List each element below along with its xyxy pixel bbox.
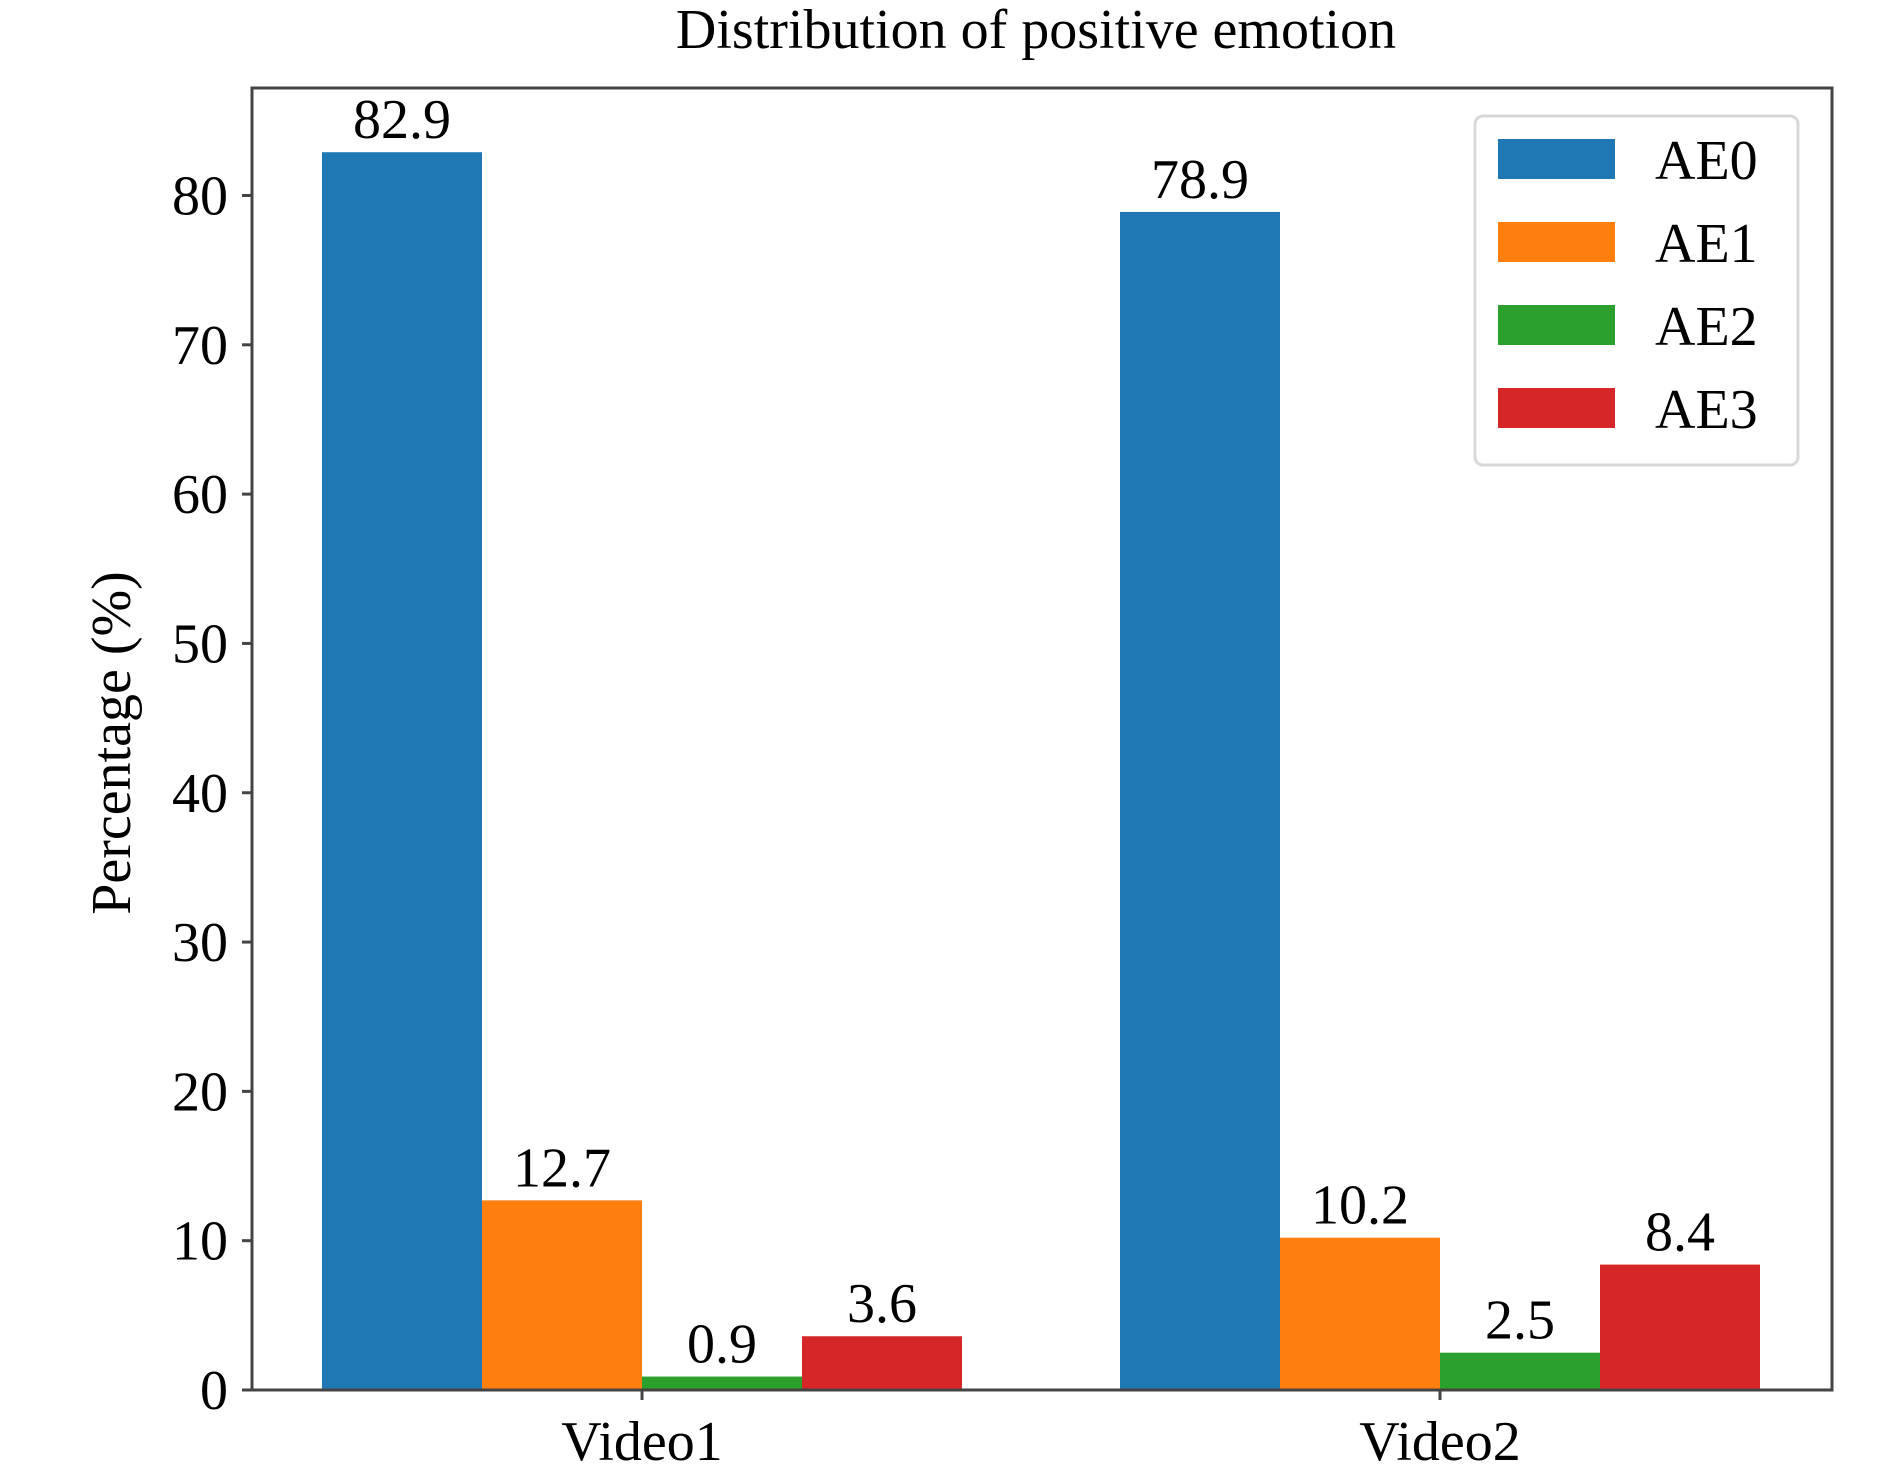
legend-entry-ae2: AE2: [1498, 296, 1758, 358]
data-label-ae0-video1: 82.9: [353, 89, 451, 151]
legend: AE0 AE1 AE2 AE3: [1473, 114, 1800, 467]
data-label-ae2-video2: 2.5: [1485, 1290, 1555, 1352]
y-tick-label: 70: [172, 315, 228, 377]
chart-title: Distribution of positive emotion: [676, 0, 1396, 61]
data-label-ae0-video2: 78.9: [1151, 149, 1249, 211]
bar-ae2-video2: [1440, 1352, 1600, 1390]
x-tick-label-video2: Video2: [1359, 1411, 1521, 1464]
y-axis: 0 10 20 30 40 50 60 70 80: [172, 166, 252, 1422]
legend-swatch: [1498, 305, 1615, 345]
bar-ae3-video1: [802, 1336, 962, 1390]
legend-label: AE1: [1655, 213, 1758, 275]
legend-entry-ae3: AE3: [1498, 379, 1758, 441]
legend-swatch: [1498, 388, 1615, 428]
bar-ae1-video1: [482, 1200, 642, 1390]
legend-entry-ae0: AE0: [1498, 130, 1758, 192]
data-label-ae1-video2: 10.2: [1311, 1175, 1409, 1237]
data-label-ae2-video1: 0.9: [687, 1314, 757, 1376]
legend-label: AE0: [1655, 130, 1758, 192]
y-tick-label: 40: [172, 763, 228, 825]
y-tick-label: 80: [172, 166, 228, 228]
y-tick-label: 10: [172, 1211, 228, 1273]
bar-ae0-video1: [322, 152, 482, 1391]
data-label-ae3-video2: 8.4: [1645, 1202, 1715, 1264]
legend-box: [1473, 114, 1800, 467]
data-label-ae3-video1: 3.6: [847, 1273, 917, 1335]
x-axis: Video1 Video2: [561, 1390, 1521, 1464]
legend-label: AE3: [1655, 379, 1758, 441]
plot-frame: [250, 86, 1834, 1392]
bar-ae2-video1: [642, 1376, 802, 1390]
y-tick-label: 50: [172, 613, 228, 675]
legend-label: AE2: [1655, 296, 1758, 358]
data-labels-group: 82.9 78.9 12.7 10.2 0.9 2.5 3.6 8.4: [353, 89, 1715, 1375]
bar-ae3-video2: [1600, 1264, 1760, 1390]
y-tick-label: 30: [172, 912, 228, 974]
bar-ae1-video2: [1280, 1237, 1440, 1390]
y-axis-label: Percentage (%): [81, 571, 143, 915]
bars-group: [322, 152, 1760, 1391]
y-tick-label: 0: [200, 1360, 228, 1422]
legend-swatch: [1498, 222, 1615, 262]
legend-swatch: [1498, 139, 1615, 179]
data-label-ae1-video1: 12.7: [513, 1137, 611, 1199]
y-tick-label: 60: [172, 464, 228, 526]
x-tick-label-video1: Video1: [561, 1411, 723, 1464]
bar-ae0-video2: [1120, 211, 1280, 1390]
y-tick-label: 20: [172, 1061, 228, 1123]
legend-entry-ae1: AE1: [1498, 213, 1758, 275]
